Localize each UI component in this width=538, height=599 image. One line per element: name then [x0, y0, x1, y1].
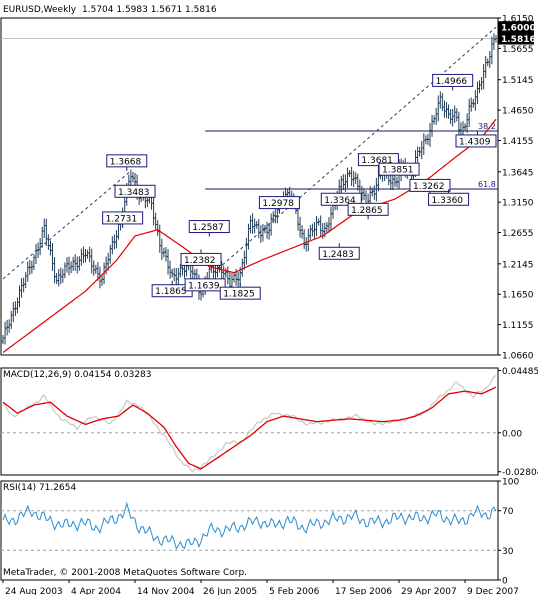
macd-panel-frame [0, 367, 499, 476]
high-price-label: 1.6000 [501, 24, 536, 34]
price-tick-label: 1.5655 [502, 45, 534, 55]
price-tick-label: 1.3150 [502, 199, 534, 209]
price-annotation-box [180, 252, 222, 266]
time-tick-label: 5 Feb 2006 [269, 587, 320, 595]
price-tick-label: 1.1155 [502, 321, 534, 331]
price-annotation-box [455, 134, 497, 148]
macd-title: MACD(12,26,9) 0.04154 0.03283 [3, 370, 152, 380]
price-tick-label: 1.2655 [502, 229, 534, 239]
price-tick-label: 1.6150 [502, 15, 534, 25]
price-annotation-label: 1.3364 [324, 196, 356, 206]
macd-signal-line [2, 386, 497, 470]
price-annotation-label: 1.3360 [432, 196, 464, 206]
price-tick-label: 1.5145 [502, 76, 534, 86]
macd-tick-label: 0.04485 [502, 367, 538, 377]
price-annotation-label: 1.2865 [351, 206, 383, 216]
price-annotation-box [428, 192, 470, 206]
current-price-marker [498, 32, 534, 45]
price-annotation-box [347, 202, 389, 216]
macd-panel: 0.04485 0.00 -0.02804 [0, 367, 538, 478]
price-annotation-box [357, 153, 399, 167]
price-tick-label: 1.2145 [502, 260, 534, 270]
price-annotation-label: 1.1825 [223, 290, 255, 300]
price-panel: 1.6150 1.5655 1.5145 1.4650 1.4155 1.3645 1.31… [0, 15, 536, 362]
price-annotation-box [102, 211, 144, 225]
price-annotation-box [432, 73, 474, 87]
rsi-tick-label: 100 [502, 478, 519, 488]
macd-tick-label: 0.00 [502, 429, 522, 439]
rsi-panel: 100 70 30 0 [0, 478, 519, 587]
current-price-label: 1.5816 [501, 35, 536, 45]
rsi-tick-label: 70 [502, 507, 514, 517]
trendline [2, 170, 132, 280]
high-price-marker [498, 21, 534, 34]
time-tick-label: 9 Dec 2007 [467, 587, 519, 595]
price-annotation-box [114, 184, 156, 198]
price-annotation-label: 1.3262 [413, 182, 445, 192]
price-annotation-label: 1.2978 [262, 199, 294, 209]
fibonacci-level-label: 61.8 [478, 180, 496, 189]
price-annotation-label: 1.4966 [436, 77, 468, 87]
macd-tick-label: -0.02804 [502, 468, 538, 478]
price-annotation-box [318, 246, 360, 260]
price-annotation-box [188, 220, 230, 234]
price-tick-label: 1.0660 [502, 352, 534, 362]
rsi-tick-label: 0 [502, 577, 508, 587]
time-axis: 24 Aug 2003 4 Apr 2004 14 Nov 2004 26 Jun 2… [2, 580, 519, 597]
price-annotation-label: 1.2483 [322, 250, 354, 260]
price-annotation-label: 1.2587 [192, 223, 224, 233]
time-tick-label: 26 Jun 2005 [203, 587, 257, 595]
price-annotation-box [320, 192, 362, 206]
price-panel-frame [0, 17, 499, 356]
price-tick-label: 1.1650 [502, 291, 534, 301]
time-tick-label: 14 Nov 2004 [137, 587, 195, 595]
price-tick-label: 1.4650 [502, 107, 534, 117]
time-tick-label: 4 Apr 2004 [71, 587, 121, 595]
rsi-line [2, 501, 497, 550]
price-annotation-label: 1.3851 [382, 166, 414, 176]
price-annotation-label: 1.2382 [184, 256, 216, 266]
copyright-text: MetaTrader, © 2001-2008 MetaQuotes Softw… [3, 568, 247, 578]
price-annotation-box [378, 162, 420, 176]
fibonacci-level-label: 38.2 [478, 122, 496, 131]
price-annotation-label: 1.1639 [188, 281, 220, 291]
price-annotation-box [219, 286, 261, 300]
price-annotation-label: 1.4309 [459, 137, 491, 147]
time-tick-label: 29 Apr 2007 [401, 587, 457, 595]
price-annotation-label: 1.1865 [155, 287, 187, 297]
price-annotation-box [184, 278, 226, 292]
price-tick-label: 1.3645 [502, 168, 534, 178]
price-annotation-box [409, 178, 451, 192]
rsi-panel-frame [0, 480, 499, 581]
price-annotation-label: 1.3668 [110, 157, 142, 167]
price-annotation-label: 1.3681 [361, 156, 393, 166]
price-annotation-box [258, 196, 300, 210]
price-annotation-label: 1.2731 [106, 214, 138, 224]
price-annotation-box [106, 154, 148, 168]
price-tick-label: 1.4155 [502, 137, 534, 147]
rsi-title: RSI(14) 71.2654 [3, 483, 76, 493]
rsi-tick-label: 30 [502, 547, 514, 557]
time-tick-label: 24 Aug 2003 [5, 587, 63, 595]
price-annotation-label: 1.3483 [118, 188, 150, 198]
ohlc-readout: 1.5704 1.5983 1.5671 1.5816 [82, 5, 217, 15]
symbol-label: EURUSD,Weekly [3, 5, 77, 15]
time-tick-label: 17 Sep 2006 [335, 587, 392, 595]
